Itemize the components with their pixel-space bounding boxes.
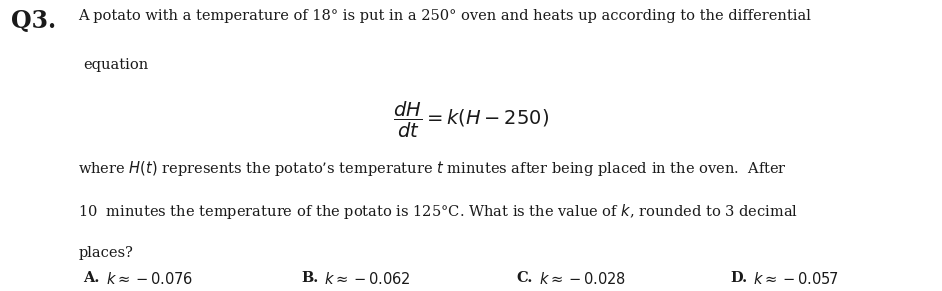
Text: B.: B. bbox=[301, 271, 318, 285]
Text: D.: D. bbox=[730, 271, 747, 285]
Text: $k \approx -0.062$: $k \approx -0.062$ bbox=[324, 271, 411, 287]
Text: places?: places? bbox=[78, 246, 133, 260]
Text: Q3.: Q3. bbox=[11, 9, 57, 33]
Text: equation: equation bbox=[83, 58, 148, 72]
Text: A.: A. bbox=[83, 271, 99, 285]
Text: where $H(t)$ represents the potato’s temperature $t$ minutes after being placed : where $H(t)$ represents the potato’s tem… bbox=[78, 159, 788, 178]
Text: $k \approx -0.028$: $k \approx -0.028$ bbox=[539, 271, 626, 287]
Text: $\dfrac{dH}{dt} = k(H - 250)$: $\dfrac{dH}{dt} = k(H - 250)$ bbox=[393, 100, 549, 141]
Text: C.: C. bbox=[516, 271, 532, 285]
Text: 10  minutes the temperature of the potato is 125°C. What is the value of $k$, ro: 10 minutes the temperature of the potato… bbox=[78, 202, 799, 221]
Text: $k \approx -0.076$: $k \approx -0.076$ bbox=[106, 271, 193, 287]
Text: A potato with a temperature of 18° is put in a 250° oven and heats up according : A potato with a temperature of 18° is pu… bbox=[78, 9, 811, 23]
Text: $k \approx -0.057$: $k \approx -0.057$ bbox=[753, 271, 838, 287]
